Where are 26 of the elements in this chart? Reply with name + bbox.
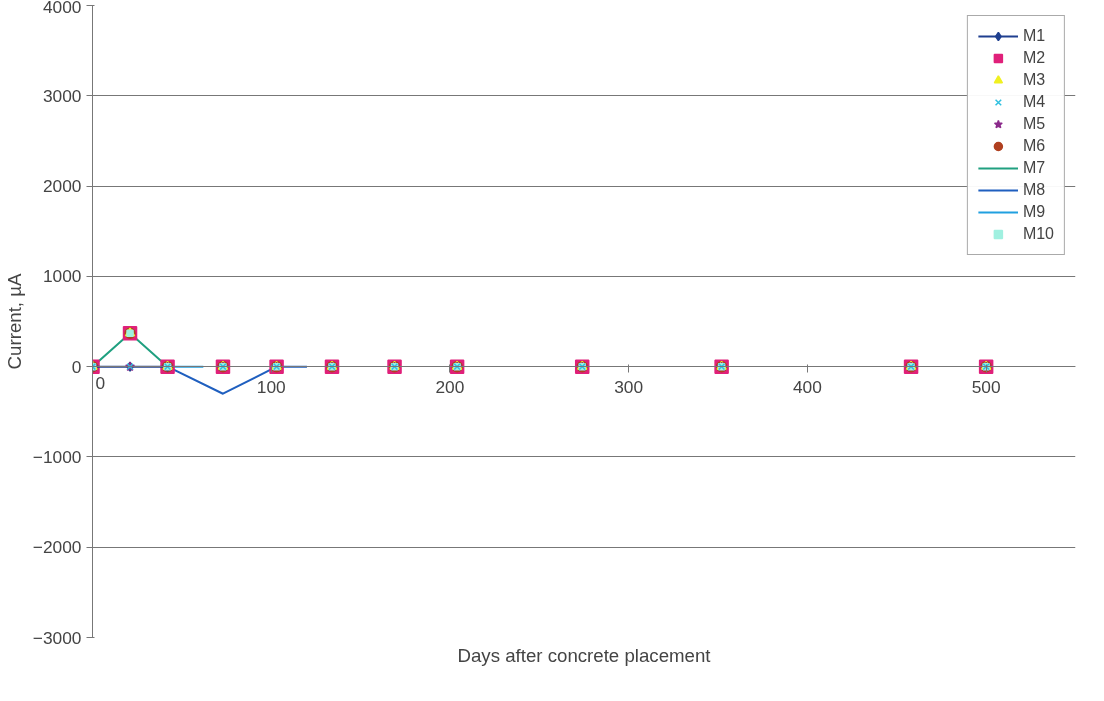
legend-label: M3 xyxy=(1022,71,1046,89)
legend-label: M5 xyxy=(1022,115,1046,133)
legend-label: M9 xyxy=(1022,203,1046,221)
x-tick-label: 300 xyxy=(614,376,644,397)
legend-label: M1 xyxy=(1022,27,1046,45)
legend-label: M6 xyxy=(1022,137,1046,155)
y-axis-title: Current, µA xyxy=(3,273,25,370)
legend-label: M8 xyxy=(1022,181,1046,199)
x-tick-label: 200 xyxy=(435,376,465,397)
y-tick-label: 3000 xyxy=(42,85,82,106)
y-tick-label: −3000 xyxy=(32,627,82,648)
y-tick-label: 0 xyxy=(71,356,82,377)
y-tick-label: 1000 xyxy=(42,266,82,287)
y-tick-label: −1000 xyxy=(32,446,82,467)
y-tick-label: 2000 xyxy=(42,176,82,197)
x-tick-label: 400 xyxy=(792,376,822,397)
y-tick-label: 4000 xyxy=(42,0,82,17)
legend-label: M10 xyxy=(1022,225,1054,243)
y-tick-label: −2000 xyxy=(32,537,82,558)
x-tick-label: 100 xyxy=(256,376,286,397)
legend-label: M4 xyxy=(1022,93,1046,111)
x-axis-title: Days after concrete placement xyxy=(457,644,712,666)
x-tick-label: 0 xyxy=(95,372,106,393)
legend-label: M2 xyxy=(1022,49,1046,67)
x-tick-label: 500 xyxy=(971,376,1001,397)
legend-label: M7 xyxy=(1022,159,1046,177)
